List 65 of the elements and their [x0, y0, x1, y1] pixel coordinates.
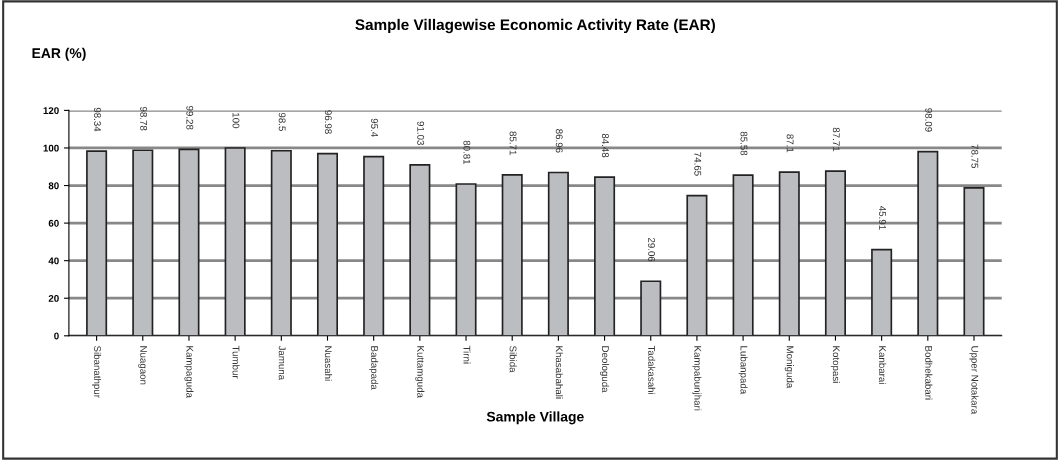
- bar: [455, 183, 477, 336]
- x-tick-label: Tirni: [463, 345, 471, 364]
- x-tick-label: Badapada: [369, 346, 379, 390]
- bar: [501, 173, 523, 336]
- bar: [224, 147, 246, 336]
- data-label: 98.78: [140, 106, 148, 131]
- data-label: 29.06: [648, 237, 656, 262]
- data-label: 91.03: [417, 121, 425, 145]
- x-tick-label: Khasabahali: [555, 346, 563, 399]
- x-tick-label: Nuagaon: [138, 346, 147, 385]
- data-label: 86.96: [555, 129, 563, 153]
- x-tick-label: Moniguda: [784, 346, 794, 389]
- bar: [547, 171, 569, 336]
- data-label: 98.09: [925, 108, 933, 132]
- bar: [732, 174, 754, 336]
- x-tick-label: Nuasahi: [324, 346, 333, 381]
- bar: [409, 163, 431, 336]
- bar: [686, 194, 708, 336]
- bar: [640, 280, 662, 336]
- chart-title: Sample Villagewise Economic Activity Rate (EAR): [355, 18, 715, 34]
- x-tick-label: Kuttamguda: [415, 346, 425, 398]
- data-label: 85.71: [509, 131, 517, 155]
- x-tick-label: Bodhekabari: [925, 346, 933, 400]
- bar: [824, 170, 846, 336]
- data-label: 84.48: [601, 133, 609, 158]
- bar: [178, 148, 200, 336]
- data-label: 98.34: [94, 107, 101, 132]
- x-tick-label: Sibanathpur: [92, 345, 102, 398]
- bar: [316, 152, 339, 336]
- x-tick-label: Lubanpada: [738, 346, 748, 395]
- bar: [778, 171, 800, 336]
- data-label: 100: [232, 113, 240, 129]
- data-label: 95.4: [371, 118, 378, 137]
- y-axis-title: EAR (%): [32, 47, 86, 61]
- bar: [871, 248, 893, 336]
- x-axis-title: Sample Village: [486, 411, 584, 425]
- x-tick-label: Tumbur: [232, 345, 240, 379]
- data-label: 96.98: [324, 110, 332, 134]
- bar: [132, 149, 154, 336]
- y-tick-label: 100: [43, 144, 59, 152]
- bar: [363, 155, 385, 336]
- bar: [270, 149, 292, 336]
- x-tick-label: Kampabunjhari: [692, 346, 702, 411]
- x-tick-label: Jamuna: [278, 345, 286, 381]
- data-label: 74.65: [694, 152, 702, 176]
- bar: [963, 187, 985, 336]
- data-label: 87.71: [832, 127, 840, 152]
- y-tick-label: 0: [54, 332, 59, 340]
- bar: [86, 150, 108, 336]
- y-tick-label: 80: [48, 182, 59, 190]
- x-tick-label: Tadakasahi: [648, 345, 656, 395]
- bar: [594, 176, 616, 336]
- x-tick-label: Kanbarai: [879, 346, 887, 384]
- bar: [917, 150, 939, 336]
- x-tick-label: Sibida: [509, 345, 517, 373]
- y-tick-label: 40: [48, 257, 59, 265]
- data-label: 99.28: [186, 106, 194, 130]
- data-label: 98.5: [278, 112, 286, 131]
- x-tick-label: Upper Notakara: [969, 346, 979, 415]
- y-tick-label: 120: [43, 107, 59, 115]
- y-tick-label: 60: [48, 219, 59, 227]
- y-tick-label: 20: [48, 294, 59, 302]
- x-tick-label: Deologuda: [600, 346, 610, 393]
- x-tick-label: Kotopasi: [830, 346, 840, 383]
- x-tick-label: Kampaguda: [184, 346, 194, 398]
